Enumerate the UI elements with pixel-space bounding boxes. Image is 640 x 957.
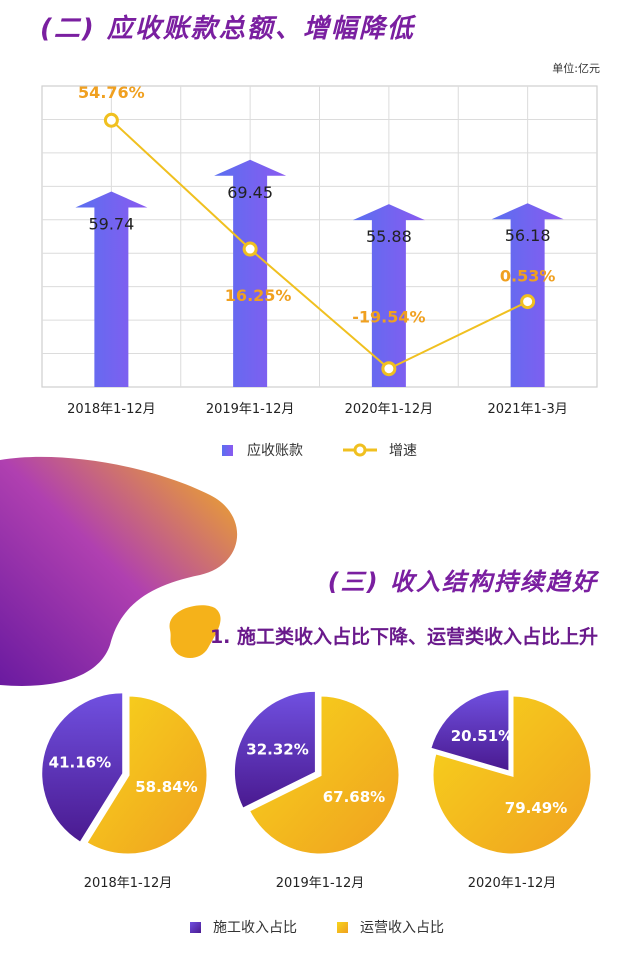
growth-line: [110, 119, 529, 370]
legend-label-growth: 增速: [389, 443, 417, 459]
pie-slice-operation: [83, 693, 210, 857]
section3-subtitle: 1. 施工类收入占比下降、运营类收入占比上升: [209, 626, 598, 648]
growth-value-label: 16.25%: [225, 286, 292, 305]
pie-label-construction: 41.16%: [49, 753, 111, 771]
growth-value-label: 54.76%: [78, 83, 145, 102]
pie-slice-operation: [246, 693, 402, 857]
x-tick-label: 2019年1-12月: [206, 402, 295, 417]
pie-legend: 施工收入占比 运营收入占比: [190, 917, 444, 937]
legend-swatch-operation: [337, 921, 348, 933]
pie-label-operation: 79.49%: [505, 799, 567, 817]
chart1-legend: 应收账款 增速: [222, 440, 417, 460]
legend-label-construction: 施工收入占比: [213, 920, 297, 936]
section3-title: (三) 收入结构持续趋好: [327, 568, 598, 596]
growth-value-label: -19.54%: [352, 308, 425, 327]
decorative-blob: [0, 456, 238, 686]
growth-line-series: 54.76% 16.25% -19.54% 0.53%: [78, 83, 556, 377]
pie-label-construction: 32.32%: [246, 741, 308, 759]
growth-point-3: [520, 294, 536, 310]
growth-point-1: [242, 241, 258, 257]
legend-swatch-receivables: [222, 444, 233, 456]
x-tick-label: 2018年1-12月: [67, 402, 156, 417]
bar-value-label: 55.88: [366, 227, 412, 246]
x-tick-label: 2021年1-3月: [487, 402, 567, 417]
bar-value-label: 69.45: [227, 183, 273, 202]
pie-period-label: 2020年1-12月: [468, 876, 557, 891]
x-tick-labels: 2018年1-12月 2019年1-12月 2020年1-12月 2021年1-3月: [67, 402, 568, 417]
pie-slice-construction: [42, 693, 123, 842]
pie-slice-operation: [430, 693, 594, 857]
bar-arrow-1: [214, 159, 287, 387]
unit-label: 单位:亿元: [552, 62, 600, 75]
legend-swatch-growth: [343, 443, 377, 457]
x-tick-label: 2020年1-12月: [345, 402, 434, 417]
bar-value-label: 56.18: [505, 226, 551, 245]
bar-value-label: 59.74: [88, 215, 134, 234]
bar-arrow-2: [352, 204, 425, 387]
legend-label-receivables: 应收账款: [247, 443, 303, 459]
receivables-chart: 59.74 69.45 55.88 56.18 54.76% 16.25% -19.54%…: [41, 83, 598, 417]
pie-2: 20.51% 79.49% 2020年1-12月: [430, 690, 594, 891]
pie-1: 32.32% 67.68% 2019年1-12月: [234, 691, 402, 891]
growth-value-label: 0.53%: [500, 267, 556, 286]
pie-period-label: 2019年1-12月: [276, 876, 365, 891]
legend-label-operation: 运营收入占比: [360, 920, 444, 936]
decorative-small-blob: [169, 605, 221, 658]
pie-period-label: 2018年1-12月: [84, 876, 173, 891]
pie-slice-construction: [234, 691, 315, 808]
pie-label-operation: 67.68%: [323, 788, 385, 806]
section2-title: (二) 应收账款总额、增幅降低: [40, 14, 415, 44]
pie-slice-construction: [431, 690, 509, 771]
growth-point-2: [381, 361, 397, 377]
chart-grid: [41, 85, 598, 388]
growth-point-0: [103, 112, 119, 128]
bar-arrow-0: [75, 191, 148, 387]
pie-0: 41.16% 58.84% 2018年1-12月: [42, 693, 210, 891]
pie-label-construction: 20.51%: [451, 727, 513, 745]
pie-label-operation: 58.84%: [135, 778, 197, 796]
revenue-structure-pies: 41.16% 58.84% 2018年1-12月 32.32% 67.68% 2019年1…: [42, 690, 594, 891]
legend-swatch-construction: [190, 921, 201, 933]
